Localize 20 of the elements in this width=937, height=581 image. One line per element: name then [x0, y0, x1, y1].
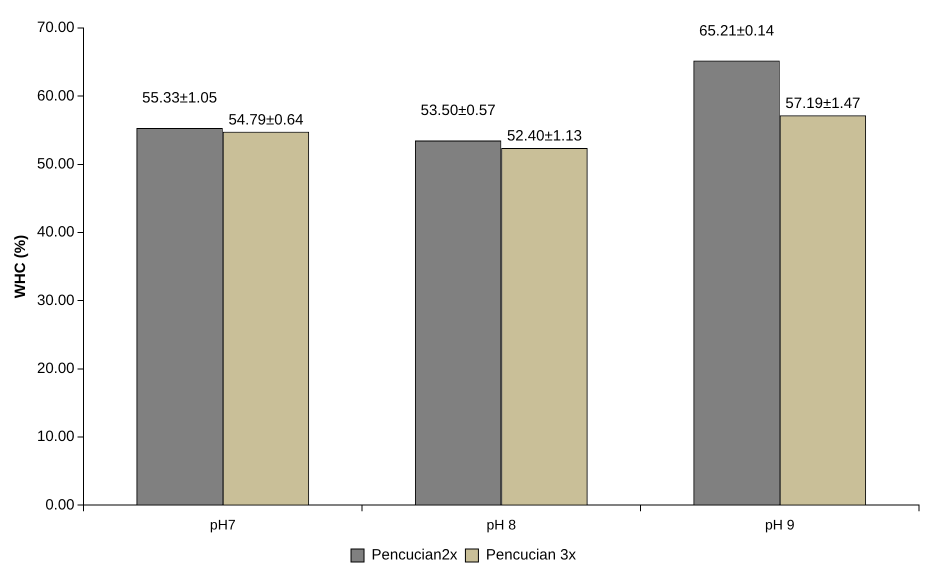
data-label: 57.19±1.47: [785, 94, 860, 112]
data-label: 55.33±1.05: [142, 90, 218, 107]
y-tick-label: 30.00: [36, 292, 75, 309]
y-tick-label: 50.00: [36, 155, 75, 172]
y-tick-label: 10.00: [36, 428, 75, 446]
data-label: 65.21±0.14: [699, 22, 774, 40]
y-tick-label: 60.00: [36, 87, 75, 104]
y-tick-label: 40.00: [36, 224, 75, 241]
legend-label: Pencucian 3x: [486, 546, 576, 564]
x-tick-label: pH 9: [764, 516, 795, 532]
data-label: 53.50±0.57: [420, 102, 496, 120]
y-tick-label: 20.00: [36, 360, 75, 377]
legend-label: Pencucian2x: [372, 546, 458, 564]
y-tick-label: 0.00: [45, 496, 75, 514]
y-axis-title: WHC (%): [12, 234, 30, 298]
y-tick-label: 70.00: [36, 19, 75, 36]
data-label: 54.79±0.64: [228, 111, 304, 128]
x-tick-label: pH 8: [486, 516, 516, 532]
x-tick-label: pH7: [210, 516, 236, 532]
data-label: 52.40±1.13: [506, 128, 582, 145]
